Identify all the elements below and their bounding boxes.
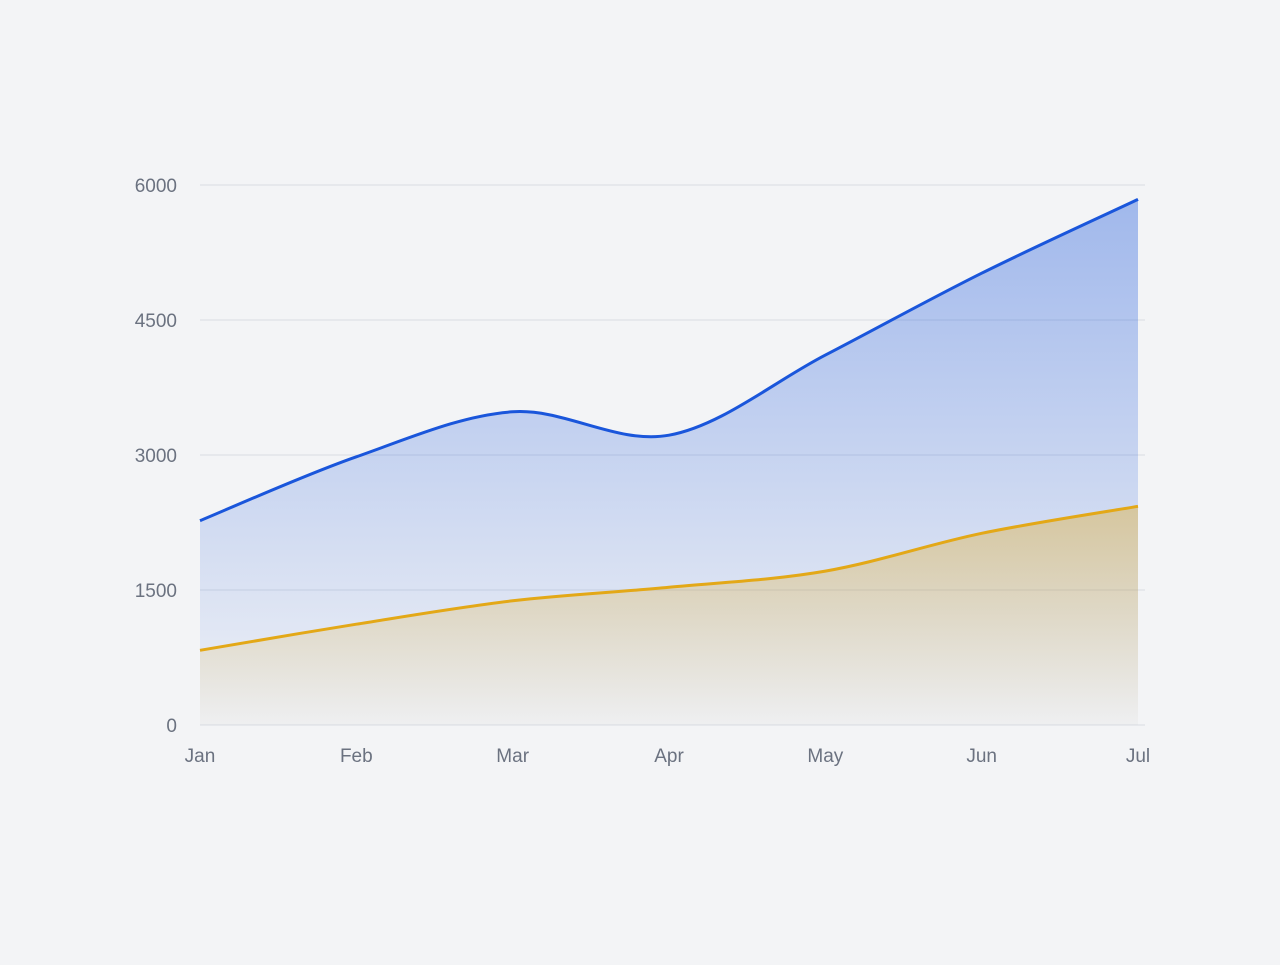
x-tick-label: Jun bbox=[966, 746, 997, 767]
x-tick-label: Jan bbox=[185, 746, 216, 767]
line bbox=[199, 504, 1139, 652]
x-tick-label: Apr bbox=[654, 746, 684, 767]
x-tick-label: Mar bbox=[496, 746, 529, 767]
x-tick-label: Feb bbox=[340, 746, 373, 767]
area bbox=[200, 506, 1138, 725]
y-tick-label: 0 bbox=[166, 716, 177, 737]
line bbox=[199, 198, 1139, 523]
y-tick-label: 1500 bbox=[135, 581, 177, 602]
y-tick-label: 3000 bbox=[135, 446, 177, 467]
y-tick-label: 6000 bbox=[135, 176, 177, 197]
y-tick-label: 4500 bbox=[135, 311, 177, 332]
x-tick-label: May bbox=[807, 746, 843, 767]
x-tick-label: Jul bbox=[1126, 746, 1150, 767]
